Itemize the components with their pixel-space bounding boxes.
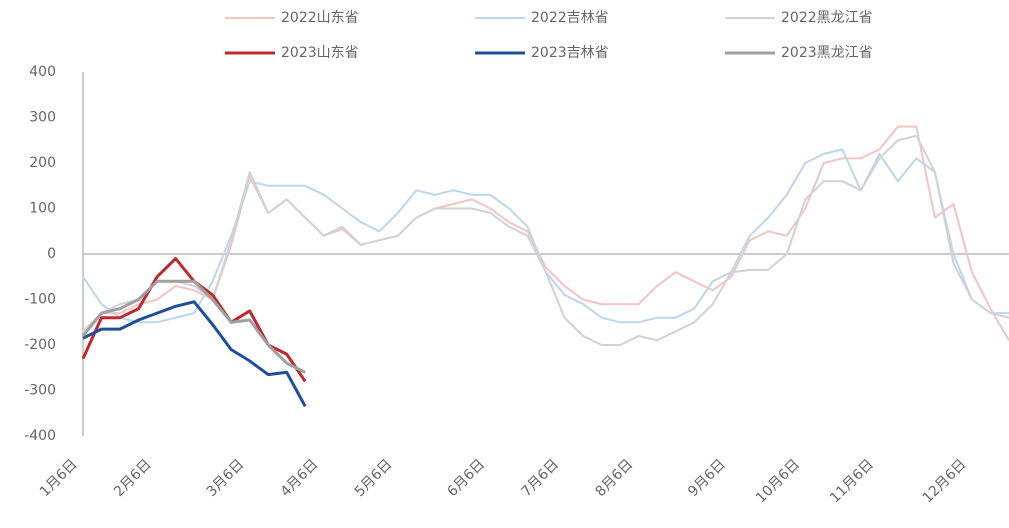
y-tick-label: 0 — [47, 246, 56, 262]
y-tick-label: 100 — [29, 201, 56, 217]
legend-label: 2023山东省 — [281, 45, 359, 61]
legend-label: 2022山东省 — [281, 10, 359, 26]
y-tick-label: 200 — [29, 155, 56, 171]
y-tick-label: 400 — [29, 64, 56, 80]
y-tick-label: -100 — [24, 292, 56, 308]
x-tick-label: 11月6日 — [827, 456, 877, 506]
y-tick-label: -200 — [24, 337, 56, 353]
y-tick-label: -400 — [24, 428, 56, 444]
series-line — [82, 134, 1009, 346]
x-tick-label: 2月6日 — [111, 456, 155, 500]
x-tick-label: 5月6日 — [352, 456, 396, 500]
series-line — [82, 300, 307, 408]
x-tick-label: 7月6日 — [518, 456, 562, 500]
y-tick-label: -300 — [24, 383, 56, 399]
x-tick-label: 12月6日 — [920, 456, 970, 506]
legend-label: 2022吉林省 — [531, 10, 609, 26]
y-tick-label: 300 — [29, 110, 56, 126]
x-tick-label: 4月6日 — [278, 456, 322, 500]
legend-label: 2023吉林省 — [531, 45, 609, 61]
series-line — [82, 125, 1009, 341]
series-line — [81, 257, 307, 383]
x-tick-label: 3月6日 — [204, 456, 248, 500]
legend-label: 2023黑龙江省 — [781, 45, 873, 61]
x-tick-label: 1月6日 — [37, 456, 81, 500]
x-tick-label: 8月6日 — [593, 456, 637, 500]
legend-label: 2022黑龙江省 — [781, 10, 873, 26]
x-tick-label: 10月6日 — [753, 456, 803, 506]
x-tick-label: 9月6日 — [685, 456, 729, 500]
x-tick-label: 6月6日 — [444, 456, 488, 500]
series-line — [81, 279, 306, 374]
